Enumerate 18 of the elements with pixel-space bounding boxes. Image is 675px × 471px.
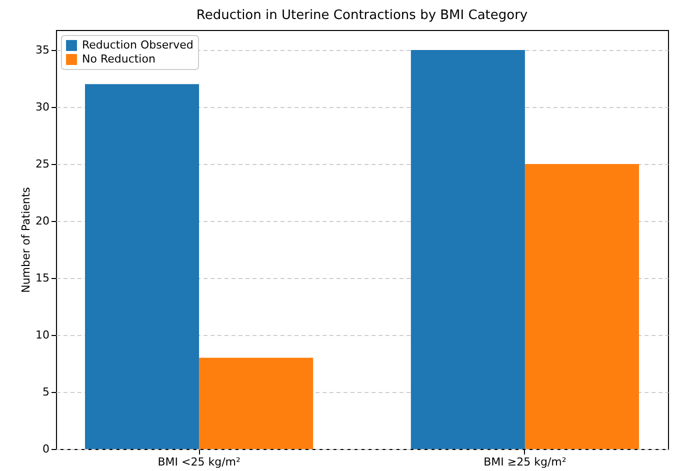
y-axis-title: Number of Patients <box>20 186 33 293</box>
x-tick-label: BMI <25 kg/m² <box>158 456 240 468</box>
y-tick-label: 35 <box>36 43 50 56</box>
chart-title: Reduction in Uterine Contractions by BMI Category <box>196 8 528 23</box>
y-tick-label: 20 <box>36 214 50 228</box>
y-tick-label: 15 <box>36 271 50 284</box>
bar <box>199 358 314 449</box>
y-tick-label: 5 <box>42 385 50 398</box>
y-tick-label: 25 <box>36 157 50 170</box>
bar <box>410 50 525 449</box>
y-tick-label: 0 <box>42 442 50 456</box>
legend-label: No Reduction <box>82 52 156 66</box>
y-tick-label: 30 <box>36 100 50 114</box>
bar <box>85 84 200 449</box>
bar <box>524 164 639 449</box>
y-tick-label: 10 <box>36 328 50 342</box>
legend-label: Reduction Observed <box>82 38 194 52</box>
x-tick-label: BMI ≥25 kg/m² <box>484 456 566 468</box>
